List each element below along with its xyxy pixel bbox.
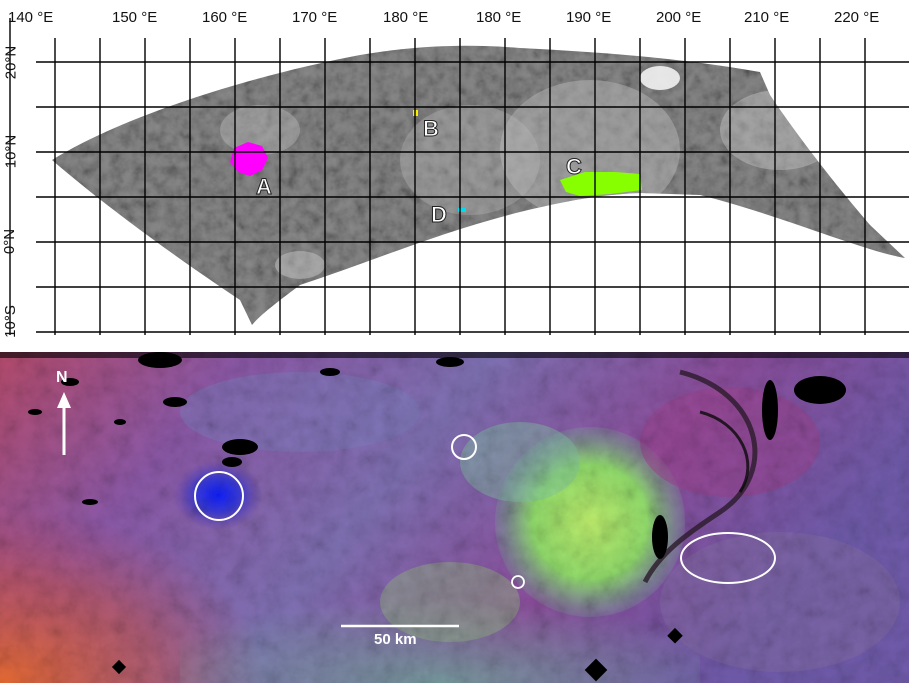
region-label-d: D: [431, 202, 448, 228]
color-composite-panel: N 50 km: [0, 352, 909, 683]
lat-label-10s: 10°S: [1, 305, 19, 338]
lon-label-160e: 160 °E: [202, 9, 248, 26]
highlight-ellipse-c: [680, 532, 776, 584]
highlight-circle-d: [511, 575, 525, 589]
lon-label-180e-b: 180 °E: [476, 9, 522, 26]
shadow-patches: [0, 352, 909, 682]
lon-label-180e-a: 180 °E: [383, 9, 429, 26]
lon-label-200e: 200 °E: [656, 9, 702, 26]
lat-lon-grid: [9, 18, 909, 335]
grayscale-image-swath: [52, 45, 905, 325]
lat-label-10n: 10°N: [2, 134, 20, 169]
color-composite-svg: [0, 352, 909, 683]
region-label-c: C: [566, 154, 583, 180]
scale-bar-label: 50 km: [374, 631, 417, 648]
mosaic-image: [0, 352, 909, 683]
grid-map-svg: [9, 18, 909, 335]
region-label-a: A: [256, 174, 273, 200]
lat-label-20n: 20°N: [2, 45, 20, 80]
region-d-patch: [458, 208, 466, 212]
lon-label-210e: 210 °E: [744, 9, 790, 26]
highlight-circle-a: [194, 471, 244, 521]
lon-label-140e: 140 °E: [8, 9, 54, 26]
lon-label-150e: 150 °E: [112, 9, 158, 26]
crater-rim-arc: [642, 369, 758, 584]
lon-label-190e: 190 °E: [566, 9, 612, 26]
lon-label-170e: 170 °E: [292, 9, 338, 26]
region-c-patch: [560, 172, 642, 196]
region-a-patch: [230, 142, 268, 176]
region-label-b: B: [423, 116, 440, 142]
north-label: N: [56, 369, 68, 386]
highlight-circle-b: [451, 434, 477, 460]
lat-label-0n: 0°N: [1, 228, 19, 255]
grid-map-panel: 140 °E 150 °E 160 °E 170 °E 180 °E 180 °…: [1, 9, 909, 338]
lon-label-220e: 220 °E: [834, 9, 880, 26]
north-arrow-icon: [57, 392, 71, 455]
